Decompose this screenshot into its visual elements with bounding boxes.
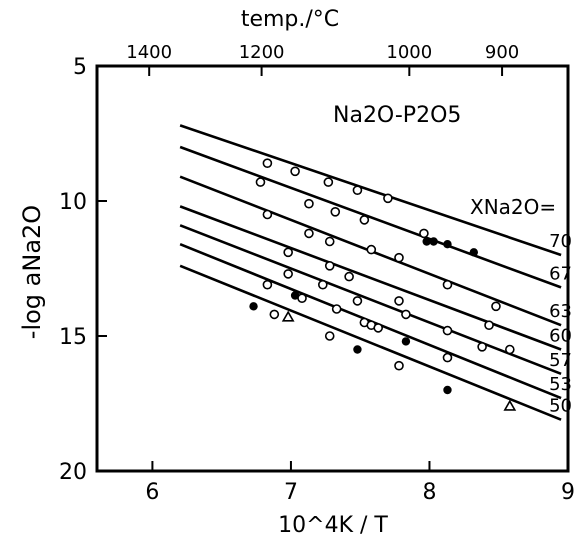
data-point (249, 302, 258, 311)
top-tick-label: 1000 (386, 42, 432, 63)
data-point (290, 166, 300, 177)
data-point (484, 320, 494, 331)
data-point (401, 337, 411, 346)
top-axis: 1400 1200 1000 900 (126, 42, 519, 76)
data-point (297, 293, 307, 304)
x-axis-label: 10^4K / T (278, 513, 388, 538)
series-label: 50 (549, 396, 572, 417)
data-point (324, 331, 335, 341)
data-point (283, 269, 293, 279)
plot-frame (95, 64, 570, 473)
data-point (255, 177, 266, 187)
data-point (353, 345, 362, 354)
y-tick-label: 20 (59, 460, 87, 485)
data-point (304, 228, 314, 239)
y-tick-label: 5 (73, 55, 87, 80)
data-point (469, 248, 478, 257)
data-point (269, 309, 280, 320)
data-point (419, 228, 429, 239)
data-point (477, 341, 487, 352)
data-point (262, 279, 273, 290)
top-axis-label: temp./°C (241, 7, 339, 32)
data-point (443, 240, 452, 249)
data-point (352, 296, 363, 306)
data-point (331, 304, 342, 314)
series-label: 60 (549, 326, 572, 347)
series-points (249, 158, 517, 411)
series-lines (179, 124, 562, 421)
data-point (324, 236, 335, 247)
data-point (401, 309, 411, 320)
series-label: 53 (549, 374, 572, 395)
data-point (422, 237, 431, 246)
x-tick-label: 7 (284, 480, 298, 505)
series-line (179, 145, 562, 289)
data-point (442, 279, 453, 290)
x-tick-label: 6 (145, 480, 159, 505)
data-point (262, 209, 273, 220)
y-axis-label: -log aNa2O (18, 205, 46, 339)
data-point (373, 323, 384, 333)
y-tick-label: 10 (59, 190, 87, 215)
data-point (318, 279, 328, 290)
x-axis: 6 7 8 9 (145, 461, 575, 505)
chart-title: Na2O-P2O5 (333, 103, 461, 128)
series-label: 70 (549, 231, 572, 252)
data-point (442, 352, 453, 363)
data-point (443, 385, 452, 395)
data-point (290, 291, 300, 300)
data-point (283, 247, 293, 258)
data-point (330, 207, 341, 217)
top-tick-label: 1200 (239, 42, 285, 63)
y-tick-label: 15 (59, 325, 87, 350)
data-point (359, 215, 370, 225)
x-tick-label: 9 (561, 480, 575, 505)
series-label: 63 (549, 301, 572, 322)
data-point (394, 296, 404, 306)
data-point (344, 271, 354, 282)
y-axis: 5 10 15 20 (59, 55, 107, 485)
data-point (304, 198, 314, 209)
data-point (352, 185, 363, 195)
data-point (366, 244, 377, 255)
top-tick-label: 1400 (126, 42, 172, 63)
data-point (281, 310, 295, 322)
data-point (429, 237, 438, 246)
legend-title: XNa2O= (470, 195, 556, 219)
series-label: 67 (549, 263, 572, 284)
series-line (179, 224, 562, 376)
data-point (324, 260, 335, 271)
data-point (262, 158, 273, 168)
series-line (179, 124, 562, 257)
data-point (503, 399, 517, 411)
series-line (179, 205, 562, 351)
series-label: 57 (549, 350, 572, 371)
data-point (323, 177, 334, 187)
data-point (491, 301, 501, 312)
series-line (179, 264, 562, 421)
x-tick-label: 8 (422, 480, 436, 505)
data-point (394, 360, 404, 371)
top-tick-label: 900 (485, 42, 519, 63)
data-point (394, 252, 404, 263)
data-point (505, 344, 515, 355)
data-point (383, 193, 393, 204)
data-point (442, 325, 453, 336)
